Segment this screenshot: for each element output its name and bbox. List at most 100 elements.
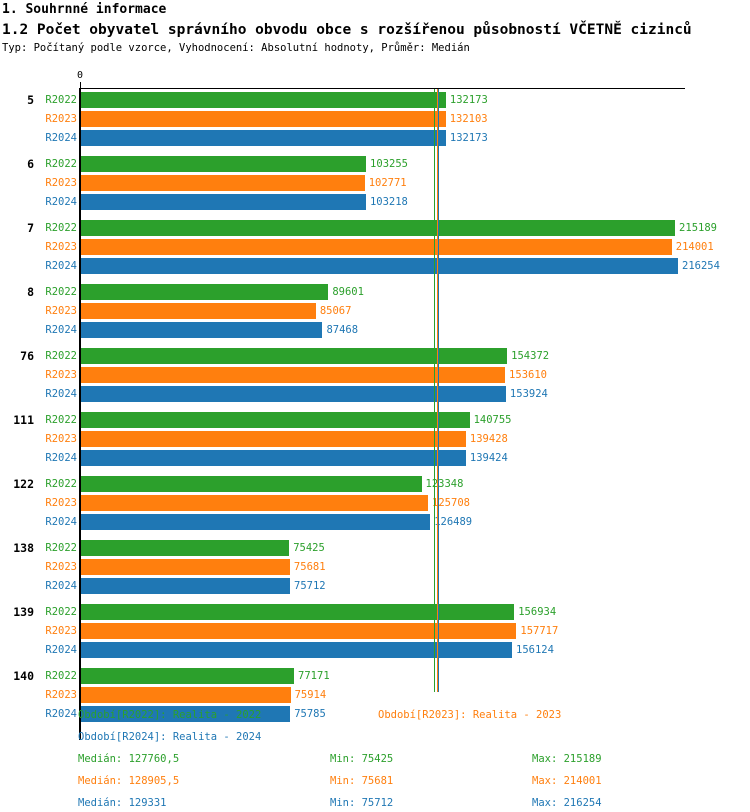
- bar[interactable]: [81, 92, 446, 108]
- bar-row[interactable]: R2022 77171: [0, 668, 750, 684]
- bar-row[interactable]: R2024 216254: [0, 258, 750, 274]
- series-label: R2024: [45, 452, 77, 464]
- bar-row[interactable]: R2022 123348: [0, 476, 750, 492]
- bar-value-label: 75681: [293, 561, 326, 573]
- bar-value-label: 75785: [294, 708, 326, 720]
- series-label: R2023: [45, 241, 77, 253]
- bar-group-label: 6: [27, 157, 34, 171]
- bar-row[interactable]: R2022 75425: [0, 540, 750, 556]
- bar-group-label: 122: [13, 477, 34, 491]
- bar-row[interactable]: R2024 132173: [0, 130, 750, 146]
- bar-row[interactable]: R2023 214001: [0, 239, 750, 255]
- bar[interactable]: [81, 367, 506, 383]
- bar-value-label: 102771: [368, 177, 407, 189]
- bar-row[interactable]: R2023 75914: [0, 687, 750, 703]
- bar-row[interactable]: R2023 75681: [0, 559, 750, 575]
- bar-value-label: 125708: [432, 497, 470, 509]
- bar[interactable]: [81, 322, 323, 338]
- bar-row[interactable]: R2023 139428: [0, 431, 750, 447]
- stat-max-2024: Max: 216254: [532, 797, 602, 809]
- bar-row[interactable]: R2023 157717: [0, 623, 750, 639]
- series-label: R2023: [45, 305, 77, 317]
- axis-zero-label: 0: [77, 70, 84, 81]
- bar[interactable]: [81, 559, 290, 575]
- bar-row[interactable]: R2022 103255: [0, 156, 750, 172]
- bar[interactable]: [81, 156, 367, 172]
- bar[interactable]: [81, 450, 466, 466]
- series-label: R2022: [45, 478, 77, 490]
- bar[interactable]: [81, 431, 466, 447]
- bar-row[interactable]: R2023 125708: [0, 495, 750, 511]
- series-label: R2024: [45, 580, 77, 592]
- bar[interactable]: [81, 623, 517, 639]
- bar-row[interactable]: R2023 85067: [0, 303, 750, 319]
- bar-group-label: 140: [13, 669, 34, 683]
- bar[interactable]: [81, 578, 290, 594]
- bar-group: 76 R2022 154372 R2023 153610 R2024 153924: [0, 348, 750, 402]
- series-label: R2023: [45, 497, 77, 509]
- series-label: R2023: [45, 433, 77, 445]
- bar[interactable]: [81, 706, 291, 722]
- bar-row[interactable]: R2024 156124: [0, 642, 750, 658]
- bar-value-label: 75712: [294, 580, 326, 592]
- bar-value-label: 215189: [679, 222, 717, 234]
- bar-row[interactable]: R2022 140755: [0, 412, 750, 428]
- bar[interactable]: [81, 687, 291, 703]
- page-title-chart: 1.2 Počet obyvatel správního obvodu obce…: [2, 22, 692, 38]
- bar-row[interactable]: R2024 153924: [0, 386, 750, 402]
- bar[interactable]: [81, 130, 446, 146]
- bar-row[interactable]: R2022 132173: [0, 92, 750, 108]
- bar-group: 111 R2022 140755 R2023 139428 R2024 139424: [0, 412, 750, 466]
- series-label: R2022: [45, 670, 77, 682]
- bar[interactable]: [81, 258, 678, 274]
- bar-row[interactable]: R2023 132103: [0, 111, 750, 127]
- bar-row[interactable]: R2024 75785: [0, 706, 750, 722]
- bar[interactable]: [81, 303, 316, 319]
- bar-row[interactable]: R2024 126489: [0, 514, 750, 530]
- axis-vertical-line: [79, 88, 81, 740]
- page-title-section: 1. Souhrnné informace: [2, 2, 167, 17]
- bar-row[interactable]: R2022 156934: [0, 604, 750, 620]
- bar[interactable]: [81, 386, 506, 402]
- bar-group: 140 R2022 77171 R2023 75914 R2024 75785: [0, 668, 750, 722]
- bar[interactable]: [81, 540, 290, 556]
- bar-row[interactable]: R2023 102771: [0, 175, 750, 191]
- bar[interactable]: [81, 239, 672, 255]
- median-line: [436, 89, 438, 692]
- bar[interactable]: [81, 642, 512, 658]
- bar[interactable]: [81, 668, 295, 684]
- bar[interactable]: [81, 476, 422, 492]
- bar-group-label: 111: [13, 413, 34, 427]
- series-label: R2024: [45, 260, 77, 272]
- bar-row[interactable]: R2024 75712: [0, 578, 750, 594]
- bar-value-label: 132173: [449, 94, 488, 106]
- bar[interactable]: [81, 220, 676, 236]
- bar-value-label: 85067: [319, 305, 352, 317]
- bar[interactable]: [81, 604, 515, 620]
- chart-legend-footer: Období[R2022]: Realita - 2022 Období[R20…: [0, 703, 750, 812]
- bar-row[interactable]: R2024 87468: [0, 322, 750, 338]
- bar-row[interactable]: R2024 139424: [0, 450, 750, 466]
- bar-value-label: 75425: [293, 542, 325, 554]
- bar-row[interactable]: R2022 89601: [0, 284, 750, 300]
- bar[interactable]: [81, 348, 508, 364]
- stat-median-2022: Medián: 127760,5: [78, 753, 180, 765]
- bar-row[interactable]: R2022 215189: [0, 220, 750, 236]
- bar[interactable]: [81, 514, 431, 530]
- series-label: R2023: [45, 113, 77, 125]
- bar[interactable]: [81, 194, 366, 210]
- bar[interactable]: [81, 111, 446, 127]
- bar-row[interactable]: R2023 153610: [0, 367, 750, 383]
- bar[interactable]: [81, 412, 470, 428]
- bar[interactable]: [81, 175, 365, 191]
- bar-row[interactable]: R2022 154372: [0, 348, 750, 364]
- bar-row[interactable]: R2024 103218: [0, 194, 750, 210]
- series-label: R2024: [45, 708, 77, 720]
- stat-min-2023: Min: 75681: [330, 775, 394, 787]
- series-label: R2022: [45, 286, 77, 298]
- bar[interactable]: [81, 495, 429, 511]
- bar-value-label: 103218: [369, 196, 408, 208]
- bar[interactable]: [81, 284, 329, 300]
- series-label: R2022: [45, 414, 77, 426]
- series-label: R2023: [45, 625, 77, 637]
